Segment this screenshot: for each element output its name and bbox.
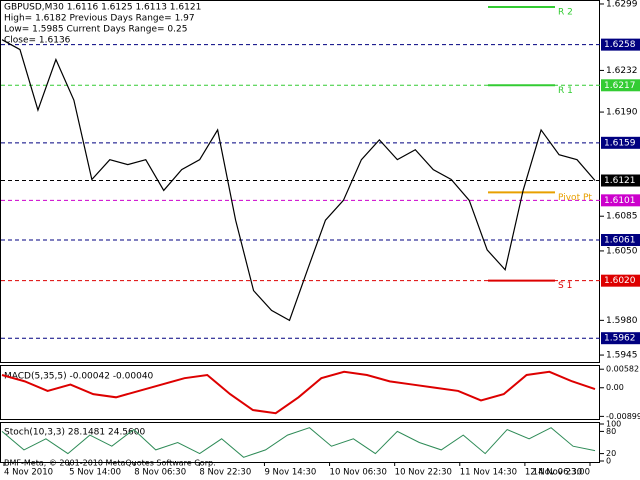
y-tick-label: 20: [606, 449, 616, 458]
level-label: 1.6020: [604, 276, 636, 286]
x-tick-label: 8 Nov 06:30: [134, 468, 186, 478]
level-tag: [601, 136, 640, 149]
y-tick-label: 1.5945: [606, 351, 638, 361]
level-label: 1.5962: [604, 334, 636, 344]
y-tick-label: 1.6299: [606, 0, 638, 9]
y-tick-label: 0: [606, 457, 611, 466]
y-tick-label: 1.6190: [606, 108, 638, 118]
macd-frame: [0, 365, 600, 420]
y-tick-label: -0.00899: [606, 412, 640, 421]
header-line: GBPUSD,M30 1.6116 1.6125 1.6113 1.6121: [4, 3, 201, 13]
level-label: 1.6217: [604, 81, 636, 91]
level-tag: [601, 274, 640, 287]
x-tick-label: 4 Nov 2010: [4, 468, 53, 478]
x-tick-label: 9 Nov 14:30: [264, 468, 316, 478]
header-line: Close= 1.6136: [4, 36, 71, 46]
y-tick-label: 0.00: [606, 383, 624, 392]
copyright: BMF-Meta, © 2001-2010 MetaQuotes Softwar…: [4, 459, 216, 468]
level-tag: [601, 194, 640, 207]
y-tick-label: 1.6232: [606, 66, 638, 76]
y-tick-label: 0.00582: [606, 365, 639, 374]
pivot-label: Pivot Pt: [558, 193, 592, 203]
level-label: 1.6258: [604, 40, 636, 50]
y-tick-label: 80: [606, 427, 616, 436]
level-tag: [601, 38, 640, 51]
y-tick-label: 1.5980: [606, 316, 638, 326]
price-line: [1, 39, 596, 322]
x-tick-label: 10 Nov 22:30: [395, 468, 452, 478]
indicator-label: MACD(5,35,5) -0.00042 -0.00040: [4, 372, 154, 382]
y-tick-label: 1.6085: [606, 212, 638, 222]
pivot-label: S 1: [558, 281, 572, 291]
x-tick-label: 8 Nov 22:30: [199, 468, 251, 478]
stoch-frame: [0, 422, 600, 463]
macd-line: [1, 370, 596, 415]
pivot-label: R 2: [558, 7, 573, 17]
level-label: 1.6061: [604, 236, 636, 246]
level-tag: [601, 332, 640, 345]
x-tick-label: 5 Nov 14:00: [69, 468, 121, 478]
x-tick-label: 11 Nov 14:30: [460, 468, 517, 478]
header-line: High= 1.6182 Previous Days Range= 1.97: [4, 14, 195, 24]
indicator-label: Stoch(10,3,3) 28.1481 24.5600: [4, 428, 145, 438]
main-frame: [0, 0, 600, 363]
level-label: 1.6101: [604, 196, 636, 206]
header-line: Low= 1.5985 Current Days Range= 0.25: [4, 25, 187, 35]
level-label: 1.6159: [604, 138, 636, 148]
level-tag: [601, 174, 640, 187]
level-tag: [601, 79, 640, 92]
pivot-label: R 1: [558, 86, 573, 96]
level-label: 1.6121: [604, 176, 636, 186]
x-tick-label: 10 Nov 06:30: [330, 468, 387, 478]
x-tick-label: 14 Nov 23:00: [533, 468, 590, 478]
y-tick-label: 1.6050: [606, 246, 638, 256]
level-tag: [601, 234, 640, 247]
y-tick-label: 100: [606, 420, 621, 429]
x-tick-label: 12 Nov 06:30: [525, 468, 582, 478]
stoch-line: [1, 427, 596, 458]
